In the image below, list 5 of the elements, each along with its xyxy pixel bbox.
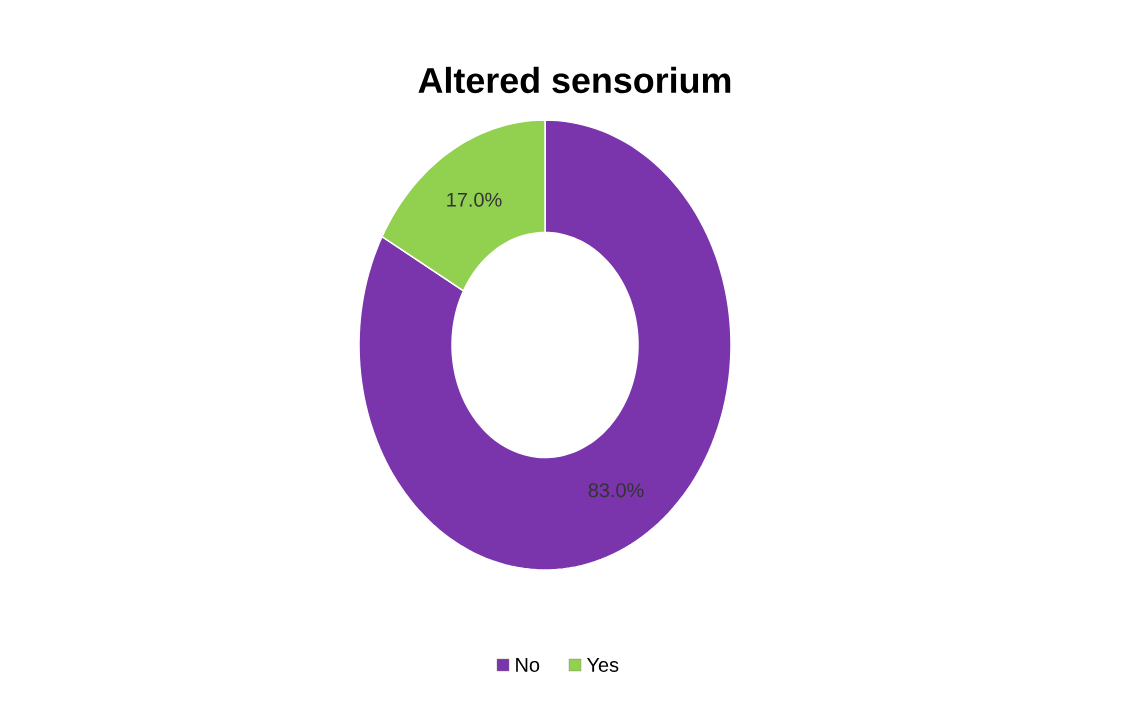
legend-label: Yes bbox=[586, 658, 619, 672]
chart-title: Altered sensorium bbox=[418, 66, 731, 94]
legend-label: No bbox=[516, 658, 540, 672]
data-label: 17.0% bbox=[447, 192, 502, 207]
data-label: 83.0% bbox=[588, 483, 644, 498]
